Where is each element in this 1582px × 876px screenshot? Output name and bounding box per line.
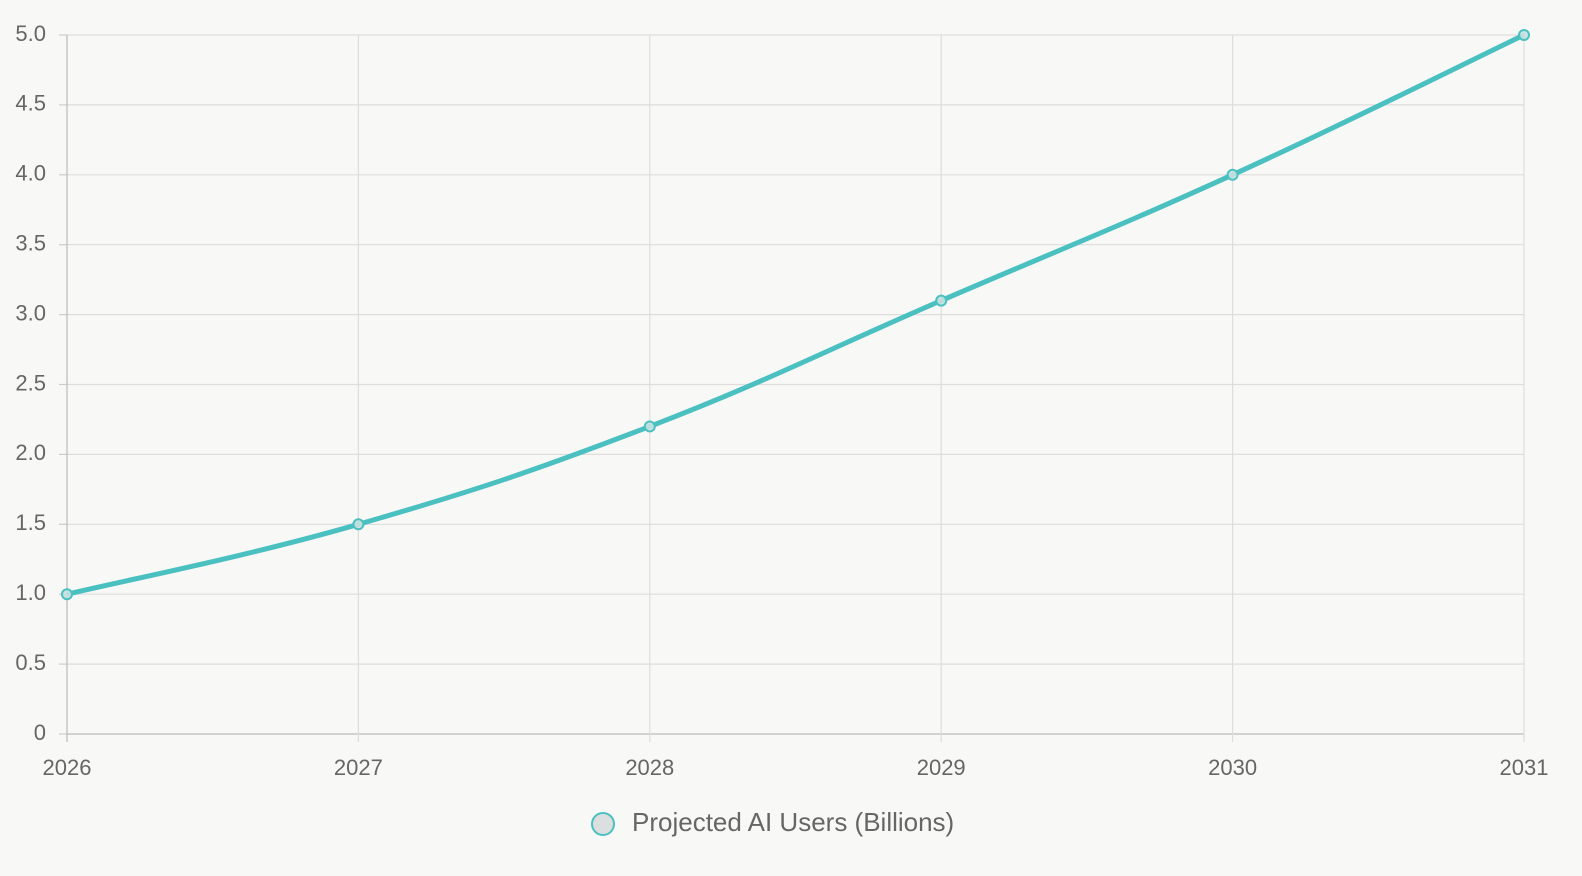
y-tick-label: 3.0	[15, 300, 46, 325]
x-tick-label: 2029	[917, 755, 966, 780]
y-tick-label: 5.0	[15, 21, 46, 46]
legend-marker	[591, 812, 615, 836]
y-tick-label: 2.0	[15, 440, 46, 465]
x-tick-label: 2026	[43, 755, 92, 780]
legend-label: Projected AI Users (Billions)	[632, 807, 954, 837]
y-tick-label: 1.0	[15, 580, 46, 605]
point	[935, 294, 948, 307]
y-tick-label: 4.0	[15, 161, 46, 186]
x-tick-label: 2030	[1208, 755, 1257, 780]
line	[66, 32, 1526, 597]
y-tick-label: 2.5	[15, 370, 46, 395]
point	[352, 518, 365, 531]
y-tick-label: 4.5	[15, 91, 46, 116]
point	[61, 588, 73, 601]
y-tick-label: 1.5	[15, 510, 46, 535]
x-tick-label: 2028	[625, 755, 674, 780]
x-tick-label: 2031	[1500, 755, 1549, 780]
y-tick-label: 0.5	[15, 650, 46, 675]
y-tick-label: 3.5	[15, 231, 46, 256]
x-tick-label: 2027	[334, 755, 383, 780]
point	[643, 420, 656, 433]
y-tick-label: 0	[34, 720, 46, 745]
point	[1518, 29, 1530, 41]
point	[1226, 168, 1239, 181]
